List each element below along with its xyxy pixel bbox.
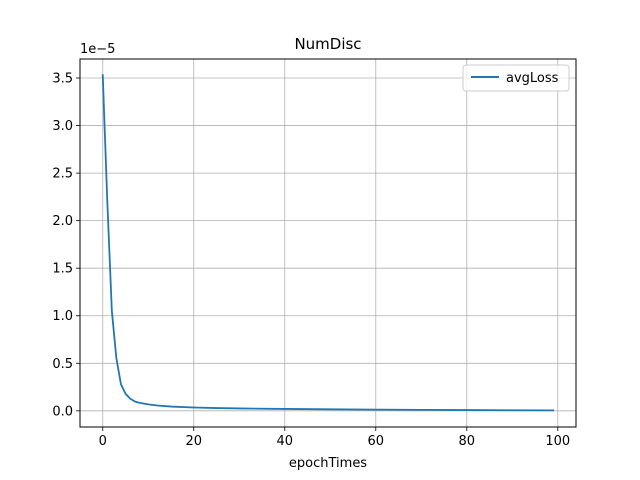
legend: avgLoss [462, 64, 570, 92]
chart-title: NumDisc [294, 35, 361, 53]
x-tick-label: 80 [459, 434, 476, 449]
y-tick-label: 2.5 [52, 167, 73, 182]
y-tick-label: 0.5 [52, 357, 73, 372]
legend-label-avgloss: avgLoss [506, 71, 559, 86]
plot-area-frame [79, 58, 577, 428]
x-tick-label: 0 [99, 434, 107, 449]
series-line-avgloss [101, 74, 555, 412]
grid-lines [80, 59, 576, 427]
x-axis-label: epochTimes [289, 456, 367, 471]
x-tick-label: 100 [545, 434, 570, 449]
legend-box [462, 64, 570, 92]
y-tick-label: 0.0 [52, 404, 73, 419]
series-layer [101, 74, 555, 412]
y-tick-label: 2.0 [52, 214, 73, 229]
y-tick-label: 1.5 [52, 262, 73, 277]
x-tick-label: 40 [276, 434, 293, 449]
y-tick-label: 3.5 [52, 72, 73, 87]
y-tick-label: 1.0 [52, 309, 73, 324]
axis-ticks: 0 20 40 60 80 100 0.0 0.5 1.0 1.5 2.0 2.5 3.0 3.5 [52, 72, 570, 449]
x-tick-label: 60 [368, 434, 385, 449]
y-axis-offset-text: 1e−5 [80, 42, 115, 57]
y-tick-label: 3.0 [52, 119, 73, 134]
x-tick-label: 20 [185, 434, 202, 449]
